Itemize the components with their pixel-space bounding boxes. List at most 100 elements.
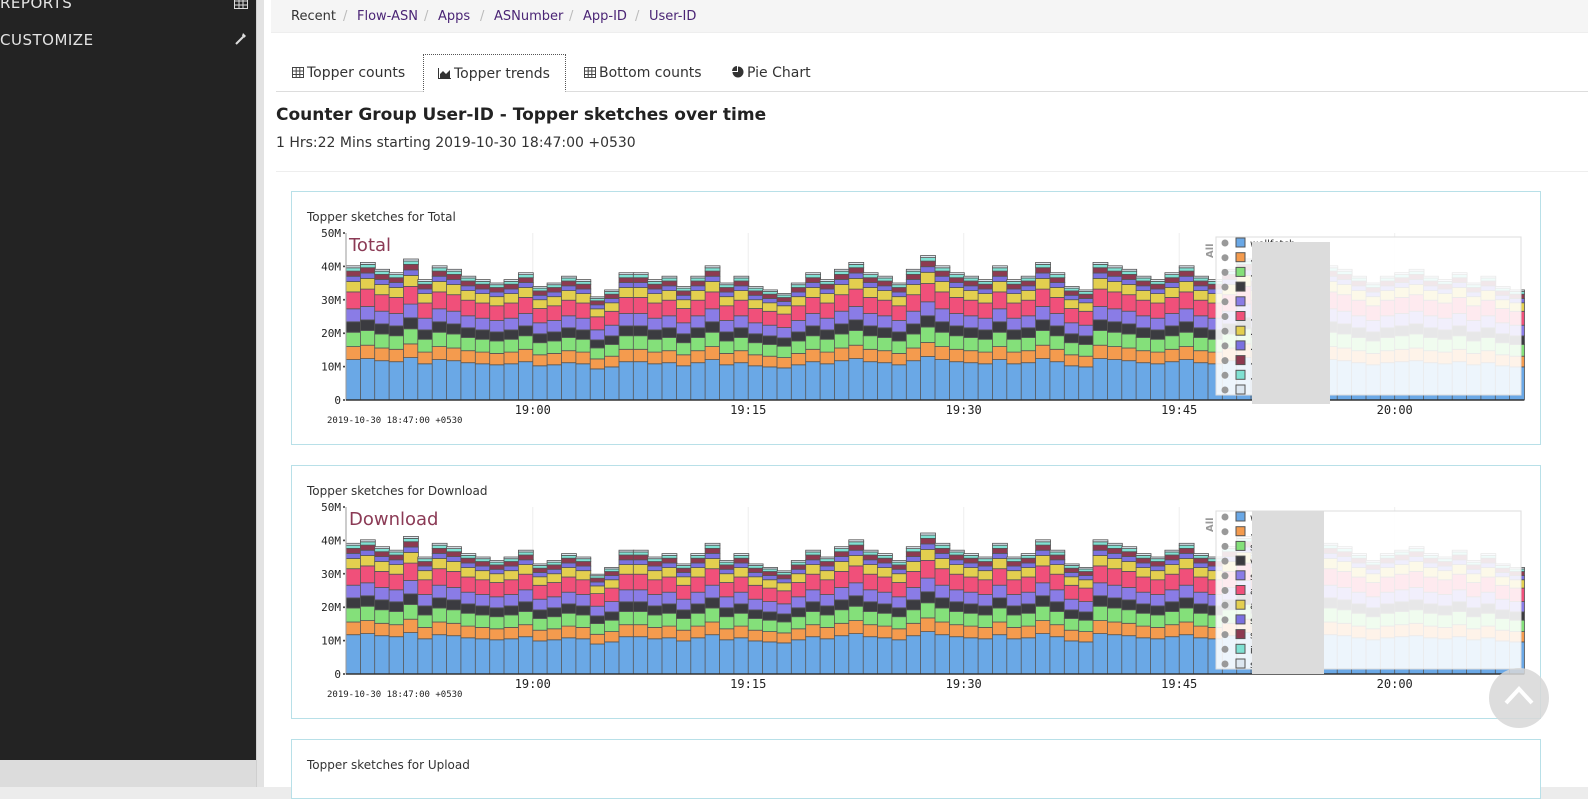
tab-bottom-counts[interactable]: Bottom counts: [584, 54, 702, 92]
area-segment: [992, 291, 1008, 310]
area-segment: [489, 596, 505, 609]
area-segment: [517, 636, 534, 675]
sidebar-item-customize[interactable]: CUSTOMIZE: [0, 29, 256, 55]
area-segment: [963, 562, 980, 569]
sidebar-item-reports[interactable]: REPORTS: [0, 0, 256, 18]
legend-toggle-all[interactable]: All: [1205, 517, 1216, 532]
area-segment: [675, 567, 692, 573]
area-segment: [704, 568, 721, 586]
area-segment: [489, 284, 505, 288]
area-segment: [704, 547, 721, 554]
y-tick-label: 40M: [321, 534, 341, 547]
area-segment: [675, 333, 692, 344]
legend-toggle-dot[interactable]: [1221, 557, 1229, 565]
legend-toggle-dot[interactable]: [1221, 631, 1229, 639]
area-segment: [891, 573, 908, 583]
legend-swatch: [1235, 540, 1246, 551]
area-segment: [1063, 354, 1080, 367]
area-segment: [790, 331, 807, 342]
redacted-region: [1252, 511, 1324, 674]
area-segment: [1049, 361, 1066, 401]
breadcrumb-link[interactable]: Flow-ASN: [357, 9, 418, 24]
area-segment: [517, 549, 534, 553]
y-tick-mark: [343, 365, 345, 368]
legend-toggle-dot[interactable]: [1221, 386, 1229, 394]
sidebar-footer: [0, 760, 264, 787]
area-segment: [762, 344, 778, 357]
legend-toggle-dot[interactable]: [1221, 542, 1229, 550]
area-segment: [834, 546, 850, 550]
breadcrumb-link[interactable]: ASNumber: [494, 9, 564, 24]
area-segment: [747, 342, 764, 356]
tab-topper-counts[interactable]: Topper counts: [292, 54, 405, 92]
area-segment: [503, 279, 520, 282]
area-segment: [848, 539, 865, 543]
breadcrumb-link[interactable]: User-ID: [649, 9, 697, 24]
legend-toggle-dot[interactable]: [1221, 342, 1229, 350]
legend-toggle-dot[interactable]: [1221, 513, 1229, 521]
stacked-area-chart-download[interactable]: 0 10M 20M 30M 40M 50M 19:00 19:15 19:30 19:45 20:0…: [292, 496, 1540, 716]
area-segment: [561, 285, 577, 291]
area-segment: [963, 612, 980, 627]
legend-toggle-dot[interactable]: [1221, 268, 1229, 276]
area-segment: [647, 565, 664, 571]
area-segment: [733, 327, 750, 338]
area-segment: [733, 562, 750, 569]
area-segment: [661, 562, 678, 569]
legend-toggle-dot[interactable]: [1221, 283, 1229, 291]
scroll-to-top-button[interactable]: [1489, 668, 1549, 728]
legend-toggle-dot[interactable]: [1221, 587, 1229, 594]
area-segment: [604, 611, 620, 621]
area-segment: [561, 603, 577, 614]
legend-toggle-dot[interactable]: [1221, 660, 1229, 668]
legend-toggle-dot[interactable]: [1221, 298, 1229, 306]
area-segment: [690, 612, 707, 627]
breadcrumb-link[interactable]: App-ID: [583, 9, 627, 24]
area-segment: [949, 297, 965, 314]
legend-toggle-dot[interactable]: [1221, 601, 1229, 609]
legend-toggle-dot[interactable]: [1221, 327, 1229, 335]
area-segment: [661, 567, 678, 578]
tab-topper-trends[interactable]: Topper trends: [423, 54, 566, 92]
stacked-area-chart-total[interactable]: 0 10M 20M 30M 40M 50M 19:00 19:15 19:30 19:45 20:0…: [292, 222, 1540, 442]
area-segment: [1150, 293, 1166, 304]
area-segment: [345, 568, 362, 586]
area-segment: [632, 361, 649, 401]
breadcrumb-link[interactable]: Apps: [438, 9, 471, 24]
legend-toggle-dot[interactable]: [1221, 254, 1229, 262]
area-segment: [388, 573, 405, 591]
area-segment: [561, 637, 577, 675]
area-segment: [474, 338, 491, 353]
legend-toggle-dot[interactable]: [1221, 371, 1229, 379]
legend-toggle-all[interactable]: All: [1205, 243, 1216, 258]
legend-toggle-dot[interactable]: [1221, 572, 1229, 580]
area-segment: [1049, 335, 1066, 350]
area-segment: [992, 267, 1008, 272]
legend-toggle-dot[interactable]: [1221, 239, 1229, 247]
area-segment: [604, 567, 620, 570]
area-segment: [618, 335, 635, 350]
area-segment: [834, 360, 850, 401]
area-segment: [834, 333, 850, 349]
y-tick-mark: [343, 265, 345, 268]
legend-toggle-dot[interactable]: [1221, 313, 1229, 320]
legend-toggle-dot[interactable]: [1221, 645, 1229, 653]
area-segment: [1121, 599, 1138, 611]
area-segment: [1078, 291, 1095, 295]
area-segment: [834, 587, 850, 601]
area-segment: [489, 320, 505, 333]
legend-toggle-dot[interactable]: [1221, 528, 1229, 536]
legend-toggle-dot[interactable]: [1221, 616, 1229, 624]
area-segment: [690, 625, 707, 639]
area-segment: [1178, 331, 1195, 348]
area-segment: [1121, 622, 1138, 637]
sidebar-resize-handle[interactable]: [256, 0, 264, 787]
area-segment: [503, 570, 520, 581]
area-segment: [719, 282, 735, 286]
legend-toggle-dot[interactable]: [1221, 357, 1229, 365]
area-segment: [862, 573, 879, 591]
area-segment: [474, 558, 491, 562]
area-segment: [690, 327, 707, 338]
tab-pie-chart[interactable]: Pie Chart: [732, 54, 811, 92]
area-segment: [1020, 362, 1037, 401]
